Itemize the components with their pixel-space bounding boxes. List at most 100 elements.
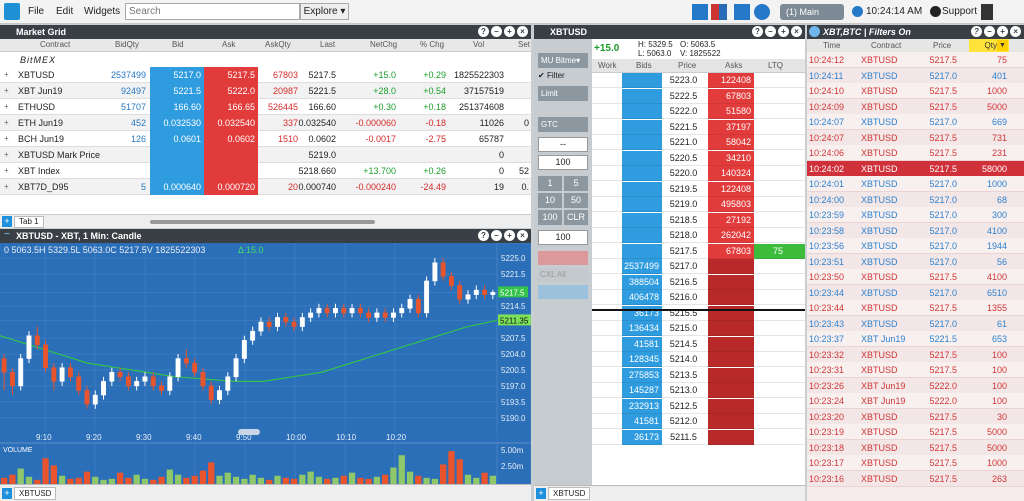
order-type-dropdown[interactable]: Limit	[538, 86, 588, 101]
add-tab-icon[interactable]: +	[536, 488, 546, 499]
expand-row-icon[interactable]: +	[4, 70, 9, 79]
work-cell[interactable]	[592, 398, 622, 414]
ask-size-cell[interactable]: 34210	[708, 150, 754, 166]
work-cell[interactable]	[592, 305, 622, 321]
clock-icon[interactable]	[754, 4, 770, 20]
work-cell[interactable]	[592, 135, 622, 150]
qty-clear-button[interactable]: CLR	[564, 210, 588, 225]
bid-size-cell[interactable]	[622, 243, 662, 259]
explore-dropdown[interactable]: Explore ▾	[300, 3, 349, 20]
ltq-cell[interactable]	[754, 88, 805, 104]
tas-row[interactable]: 10:23:58 XBTUSD 5217.0 4100	[807, 222, 1024, 239]
ask-size-cell[interactable]	[708, 336, 754, 352]
expand-row-icon[interactable]: +	[4, 118, 9, 127]
expand-row-icon[interactable]: +	[4, 134, 9, 143]
market-grid-row[interactable]: + XBTUSD Mark Price 5219.0 0	[0, 147, 531, 163]
bid-size-cell[interactable]	[622, 73, 662, 88]
dom-price-row[interactable]: 2537499 5217.0	[592, 259, 805, 274]
price-cell[interactable]: 5221.5	[662, 119, 708, 135]
qty-1-button[interactable]: 1	[538, 176, 562, 191]
ask-size-cell[interactable]: 122408	[708, 181, 754, 197]
bid-size-cell[interactable]: 145287	[622, 383, 662, 398]
tas-row[interactable]: 10:24:10 XBTUSD 5217.5 1000	[807, 83, 1024, 99]
ask-size-cell[interactable]: 58042	[708, 135, 754, 150]
tas-row[interactable]: 10:24:07 XBTUSD 5217.0 669	[807, 114, 1024, 130]
ltq-cell[interactable]	[754, 321, 805, 336]
bid-size-cell[interactable]	[622, 228, 662, 243]
dom-price-row[interactable]: 406478 5216.0	[592, 290, 805, 305]
work-cell[interactable]	[592, 119, 622, 135]
bid-size-cell[interactable]: 128345	[622, 352, 662, 367]
tas-row[interactable]: 10:23:43 XBTUSD 5217.0 61	[807, 315, 1024, 332]
bid-size-cell[interactable]: 36173	[622, 429, 662, 445]
ask-cell[interactable]: 0.000720	[204, 179, 258, 195]
tas-row[interactable]: 10:23:56 XBTUSD 5217.0 1944	[807, 238, 1024, 254]
dom-price-row[interactable]: 5219.5 122408	[592, 181, 805, 197]
bid-size-cell[interactable]	[622, 135, 662, 150]
tas-row[interactable]: 10:23:32 XBTUSD 5217.5 100	[807, 346, 1024, 363]
dom-price-row[interactable]: 5219.0 495803	[592, 197, 805, 212]
dom-price-row[interactable]: 36173 5211.5	[592, 429, 805, 445]
close-icon[interactable]: ×	[1010, 26, 1021, 37]
price-cell[interactable]: 5220.0	[662, 166, 708, 181]
price-cell[interactable]: 5222.5	[662, 88, 708, 104]
ask-size-cell[interactable]: 67803	[708, 88, 754, 104]
dom-price-row[interactable]: 136434 5215.0	[592, 321, 805, 336]
market-grid-row[interactable]: +0.0601 0.0602 BCH Jun19 126 0.0602 -0.0017 -2…	[0, 131, 531, 147]
ask-size-cell[interactable]	[708, 274, 754, 290]
ask-size-cell[interactable]	[708, 429, 754, 445]
dom-price-row[interactable]: 41581 5214.5	[592, 336, 805, 352]
price-cell[interactable]: 5211.5	[662, 429, 708, 445]
work-cell[interactable]	[592, 212, 622, 228]
dom-price-row[interactable]: 232913 5212.5	[592, 398, 805, 414]
ask-cell[interactable]: 0.0602	[204, 131, 258, 147]
work-cell[interactable]	[592, 352, 622, 367]
tas-row[interactable]: 10:23:17 XBTUSD 5217.5 1000	[807, 455, 1024, 471]
ask-size-cell[interactable]: 262042	[708, 228, 754, 243]
help-icon[interactable]: ?	[478, 230, 489, 241]
price-cell[interactable]: 5214.0	[662, 352, 708, 367]
account-selector[interactable]: (1) Main	[780, 4, 844, 20]
dom-tab[interactable]: XBTUSD	[548, 487, 591, 500]
dom-price-row[interactable]: 5222.5 67803	[592, 88, 805, 104]
bid-size-cell[interactable]	[622, 119, 662, 135]
tas-row[interactable]: 10:23:31 XBTUSD 5217.5 100	[807, 362, 1024, 378]
ltq-cell[interactable]: 75	[754, 243, 805, 259]
price-cell[interactable]: 5217.0	[662, 259, 708, 274]
ltq-cell[interactable]	[754, 135, 805, 150]
ask-size-cell[interactable]: 27192	[708, 212, 754, 228]
close-icon[interactable]: ×	[517, 230, 528, 241]
menu-file[interactable]: File	[28, 6, 45, 17]
tas-row[interactable]: 10:24:06 XBTUSD 5217.5 231	[807, 145, 1024, 161]
quantity-field[interactable]: 100	[538, 155, 588, 170]
ltq-cell[interactable]	[754, 228, 805, 243]
bid-size-cell[interactable]: 388504	[622, 274, 662, 290]
dom-ladder[interactable]: 5223.0 122408 5222.5 67803 5222.0 51580 5221.5…	[592, 73, 805, 485]
close-icon[interactable]: ×	[517, 26, 528, 37]
tas-row[interactable]: 10:23:16 XBTUSD 5217.5 263	[807, 470, 1024, 487]
minimize-icon[interactable]: –	[765, 26, 776, 37]
market-grid-row[interactable]: +5217.0 5217.5 XBTUSD 2537499 5217.5 +15.0 +0.…	[0, 67, 531, 83]
add-icon[interactable]: +	[778, 26, 789, 37]
grid-icon[interactable]	[711, 4, 727, 20]
bid-size-cell[interactable]: 275853	[622, 367, 662, 383]
ltq-cell[interactable]	[754, 274, 805, 290]
add-icon[interactable]: +	[997, 26, 1008, 37]
dom-price-row[interactable]: 5221.0 58042	[592, 135, 805, 150]
price-cell[interactable]: 5222.0	[662, 104, 708, 119]
work-cell[interactable]	[592, 150, 622, 166]
price-cell[interactable]: 5223.0	[662, 73, 708, 88]
monitor-icon[interactable]	[692, 4, 708, 20]
quantity-field-2[interactable]: 100	[538, 230, 588, 245]
ask-size-cell[interactable]	[708, 305, 754, 321]
qty-10-button[interactable]: 10	[538, 193, 562, 208]
minimize-icon[interactable]: –	[491, 230, 502, 241]
work-cell[interactable]	[592, 104, 622, 119]
dom-price-row[interactable]: 145287 5213.0	[592, 383, 805, 398]
tas-row[interactable]: 10:23:19 XBTUSD 5217.5 5000	[807, 424, 1024, 440]
ltq-cell[interactable]	[754, 414, 805, 429]
ask-size-cell[interactable]: 37197	[708, 119, 754, 135]
exit-icon[interactable]	[981, 4, 993, 20]
tas-row[interactable]: 10:24:11 XBTUSD 5217.0 401	[807, 67, 1024, 84]
cancel-ask-button[interactable]	[538, 285, 588, 299]
